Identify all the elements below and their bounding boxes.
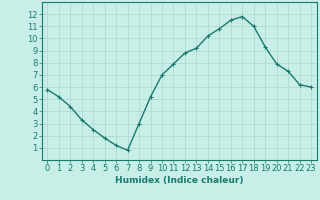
X-axis label: Humidex (Indice chaleur): Humidex (Indice chaleur) (115, 176, 244, 185)
